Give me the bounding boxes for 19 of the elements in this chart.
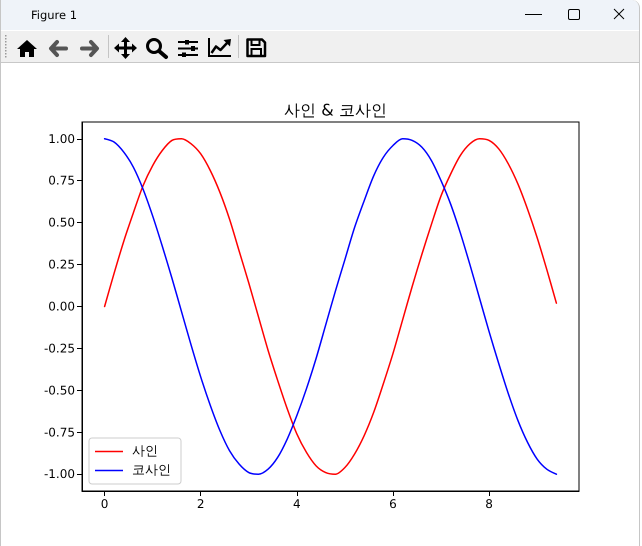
x-tick-label: 0 xyxy=(100,497,108,511)
x-tick-label: 4 xyxy=(293,497,301,511)
x-tick-label: 2 xyxy=(196,497,205,511)
y-tick-label: -0.50 xyxy=(44,383,75,398)
y-tick-label: -1.00 xyxy=(44,467,75,482)
legend-label: 코사인 xyxy=(132,463,171,478)
line-series xyxy=(104,138,558,475)
y-tick-label: 1.00 xyxy=(48,132,75,146)
y-tick-label: 0.00 xyxy=(48,300,75,314)
chart-title: 사인 & 코사인 xyxy=(284,100,387,120)
y-tick-label: 0.25 xyxy=(48,258,75,272)
y-tick-label: -0.75 xyxy=(44,425,75,440)
x-tick-label: 6 xyxy=(389,497,397,511)
legend-label: 사인 xyxy=(132,444,158,459)
caption: Figure 1 xyxy=(31,8,78,22)
x-tick-label: 8 xyxy=(485,497,493,511)
y-tick-label: 0.75 xyxy=(48,174,75,188)
y-tick-label: 0.50 xyxy=(48,216,75,230)
y-tick-label: -0.25 xyxy=(44,341,75,356)
